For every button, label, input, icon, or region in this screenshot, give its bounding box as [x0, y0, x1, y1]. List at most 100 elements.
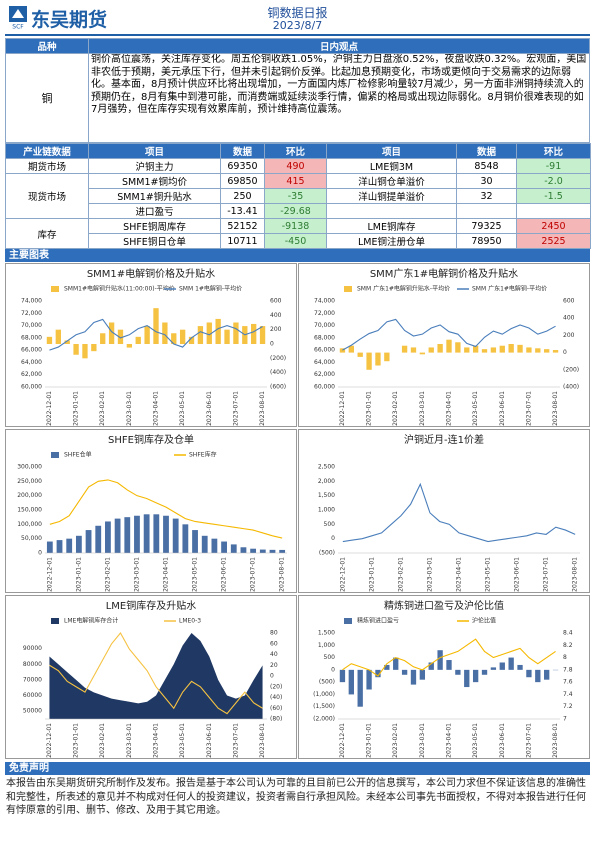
- y-tick-label: 72,000: [21, 310, 42, 317]
- bar: [64, 340, 70, 344]
- bar: [375, 352, 381, 366]
- y2-tick-label: 200: [563, 332, 575, 339]
- disclaimer-text: 本报告由东吴期货研究所制作及发布。报告是基于本公司认为可靠的且目前已公开的信息撰…: [6, 778, 586, 816]
- bar: [95, 525, 102, 553]
- y-tick-label: (1,500): [313, 703, 335, 710]
- bar: [240, 547, 247, 553]
- legend-label: LME0-3: [179, 618, 201, 625]
- bar: [535, 669, 541, 683]
- bar: [114, 518, 121, 553]
- bar: [143, 514, 150, 553]
- y-tick-label: (500): [319, 550, 335, 557]
- y2-tick-label: 8.2: [563, 642, 573, 649]
- bar: [211, 538, 218, 553]
- x-tick-label: 2023-07-01: [525, 723, 532, 758]
- cell: [326, 203, 457, 219]
- panel-border: [298, 595, 590, 759]
- cell: -450: [264, 233, 327, 249]
- y-tick-label: 64,000: [21, 359, 42, 366]
- y-tick-label: (500): [319, 679, 335, 686]
- x-tick-label: 2023-06-01: [206, 723, 213, 758]
- bar: [162, 322, 168, 344]
- bar: [179, 329, 186, 344]
- y-tick-label: 62,000: [21, 371, 42, 378]
- y2-tick-label: 600: [563, 298, 575, 305]
- x-tick-label: 2023-05-01: [472, 723, 479, 758]
- cell: 69850: [220, 173, 265, 189]
- x-tick-label: 2023-07-01: [232, 391, 239, 426]
- th: 项目: [88, 143, 221, 159]
- x-tick-label: 2023-05-01: [192, 557, 199, 592]
- bar: [182, 524, 189, 553]
- cell: 沪铜主力: [88, 158, 221, 174]
- bar: [357, 669, 363, 707]
- x-tick-label: 2023-03-01: [426, 557, 433, 592]
- y-tick-label: 72,000: [314, 310, 335, 317]
- bar: [472, 345, 479, 353]
- cell: LME铜注册仓单: [326, 233, 457, 249]
- bar: [455, 342, 461, 353]
- panel-border: [5, 595, 297, 759]
- bar: [384, 664, 390, 670]
- y-tick-label: 150,000: [17, 507, 42, 514]
- panel-border: [298, 263, 590, 427]
- x-tick-label: 2023-03-01: [126, 391, 133, 426]
- bar: [401, 345, 408, 353]
- bar: [464, 669, 470, 688]
- cell: LME铜3M: [326, 158, 457, 174]
- cell: 250: [220, 188, 265, 204]
- x-tick-label: 2023-06-01: [206, 391, 213, 426]
- bar: [206, 322, 212, 344]
- chart-title: 精炼铜进口盈亏及沪伦比值: [384, 599, 504, 612]
- bar: [517, 664, 523, 670]
- logo-text: 东吴期货: [31, 9, 108, 31]
- y2-tick-label: (400): [270, 369, 286, 376]
- cell: LME铜库存: [326, 218, 457, 234]
- bar: [55, 329, 61, 344]
- bar: [135, 336, 141, 344]
- legend-label: SHFE仓单: [64, 451, 92, 459]
- variety: 铜: [5, 53, 89, 143]
- panel-border: [5, 429, 297, 593]
- bar: [348, 669, 354, 695]
- y2-tick-label: 7.8: [563, 666, 573, 673]
- bar: [339, 348, 346, 353]
- bar: [201, 535, 208, 553]
- x-tick-label: 2023-06-01: [499, 723, 506, 758]
- legend-swatch: [51, 618, 59, 624]
- legend-label: 精炼铜进口盈亏: [357, 617, 399, 625]
- y2-tick-label: (40): [270, 694, 282, 701]
- cell: 30: [456, 173, 517, 189]
- y-tick-label: 60,000: [21, 384, 42, 391]
- area: [49, 633, 263, 719]
- cell: SHFE铜日仓单: [88, 233, 221, 249]
- y-tick-label: 1,000: [318, 507, 335, 514]
- bar: [230, 544, 237, 553]
- th: 环比: [264, 143, 327, 159]
- y-tick-label: 1,000: [318, 642, 335, 649]
- bar: [437, 650, 443, 670]
- y-tick-label: 66,000: [314, 347, 335, 354]
- legend-swatch: [344, 618, 352, 624]
- x-tick-label: 2023-02-01: [397, 557, 404, 592]
- x-tick-label: 2023-03-01: [133, 557, 140, 592]
- y2-tick-label: (60): [270, 705, 282, 712]
- cell: 490: [264, 158, 327, 174]
- x-tick-label: 2023-04-01: [446, 723, 453, 758]
- th: 环比: [516, 143, 591, 159]
- bar: [251, 323, 257, 344]
- y-tick-label: (2,000): [313, 716, 335, 723]
- x-tick-label: 2023-07-01: [525, 391, 532, 426]
- cell: 69350: [220, 158, 265, 174]
- bar: [188, 336, 195, 344]
- y-tick-label: 1,500: [318, 630, 335, 637]
- bar: [544, 349, 550, 353]
- y-tick-label: 60,000: [314, 384, 335, 391]
- x-tick-label: 2023-03-01: [419, 391, 426, 426]
- y-tick-label: 500: [324, 521, 336, 528]
- bar: [508, 344, 514, 353]
- bar: [428, 662, 434, 670]
- y-tick-label: 64,000: [314, 359, 335, 366]
- bar: [163, 515, 169, 553]
- legend-label: SHFE库存: [189, 451, 217, 459]
